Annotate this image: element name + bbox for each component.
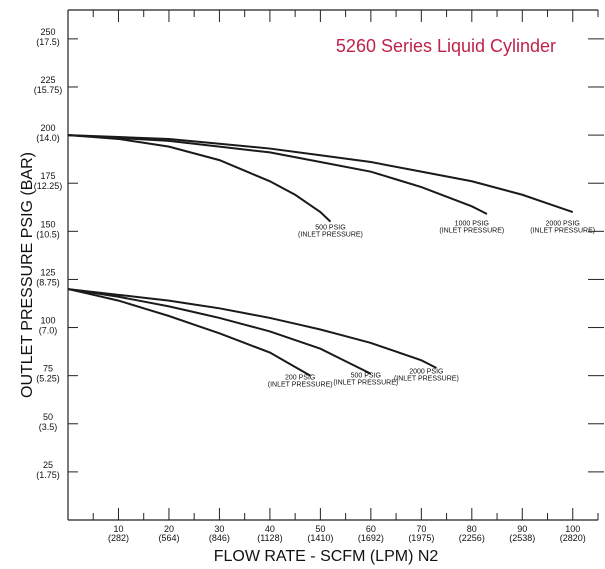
y-tick-label: 50 — [43, 412, 53, 422]
x-tick-sublabel: (1410) — [307, 533, 333, 543]
x-tick-sublabel: (846) — [209, 533, 230, 543]
x-tick-label: 20 — [164, 524, 174, 534]
y-tick-label: 100 — [40, 316, 55, 326]
y-tick-label: 175 — [40, 171, 55, 181]
x-tick-sublabel: (1692) — [358, 533, 384, 543]
x-tick-sublabel: (564) — [158, 533, 179, 543]
y-tick-sublabel: (14.0) — [36, 133, 60, 143]
x-tick-label: 30 — [214, 524, 224, 534]
series-sublabel-s120-200: (INLET PRESSURE) — [268, 382, 333, 389]
series-line-s120-200 — [67, 288, 311, 377]
y-tick-sublabel: (5.25) — [36, 374, 60, 384]
series-sublabel-s200-1000: (INLET PRESSURE) — [439, 228, 504, 235]
series-line-s120-2000 — [67, 288, 438, 369]
x-tick-label: 100 — [565, 524, 580, 534]
series-line-s200-1000 — [67, 134, 488, 215]
x-ticks: 10(282)20(564)30(846)40(1128)50(1410)60(… — [92, 10, 599, 543]
x-tick-sublabel: (2820) — [560, 533, 586, 543]
x-tick-sublabel: (2256) — [459, 533, 485, 543]
y-tick-label: 25 — [43, 460, 53, 470]
y-tick-sublabel: (8.75) — [36, 277, 60, 287]
x-tick-label: 90 — [517, 524, 527, 534]
x-tick-sublabel: (1975) — [408, 533, 434, 543]
y-tick-sublabel: (1.75) — [36, 470, 60, 480]
series-sublabel-s120-500: (INLET PRESSURE) — [333, 380, 398, 387]
x-tick-label: 40 — [265, 524, 275, 534]
series-line-s200-500 — [67, 134, 332, 223]
plot-frame — [67, 9, 598, 521]
series-sublabel-s200-2000: (INLET PRESSURE) — [530, 228, 595, 235]
series-group — [67, 134, 574, 377]
series-label-s120-2000: 2000 PSIG — [409, 369, 443, 376]
y-tick-sublabel: (7.0) — [39, 326, 58, 336]
series-label-s200-2000: 2000 PSIG — [546, 221, 580, 228]
y-tick-label: 75 — [43, 364, 53, 374]
series-line-s120-500 — [67, 288, 372, 375]
y-tick-label: 225 — [40, 75, 55, 85]
series-label-s200-500: 500 PSIG — [315, 224, 345, 231]
x-tick-label: 70 — [416, 524, 426, 534]
x-tick-sublabel: (1128) — [257, 533, 282, 543]
y-tick-label: 125 — [40, 267, 55, 277]
y-axis-title: OUTLET PRESSURE PSIG (BAR) — [19, 152, 36, 398]
x-tick-label: 80 — [467, 524, 477, 534]
y-tick-sublabel: (15.75) — [34, 85, 63, 95]
x-tick-label: 60 — [366, 524, 376, 534]
y-tick-sublabel: (17.5) — [36, 37, 60, 47]
y-tick-label: 200 — [40, 123, 55, 133]
series-label-s120-500: 500 PSIG — [351, 373, 381, 380]
series-line-s200-2000 — [67, 134, 574, 214]
y-tick-sublabel: (10.5) — [36, 229, 60, 239]
series-sublabel-s120-2000: (INLET PRESSURE) — [394, 376, 459, 383]
y-tick-sublabel: (3.5) — [39, 422, 58, 432]
x-axis-title: FLOW RATE - SCFM (LPM) N2 — [214, 548, 439, 565]
y-tick-label: 150 — [40, 219, 55, 229]
chart-title: 5260 Series Liquid Cylinder — [336, 36, 556, 56]
y-ticks: 25(1.75) 50(3.5) 75(5.25) 100(7.0) 125(8.75)… — [34, 27, 604, 480]
y-tick-sublabel: (12.25) — [34, 181, 63, 191]
x-tick-sublabel: (282) — [108, 533, 129, 543]
x-tick-label: 50 — [315, 524, 325, 534]
x-tick-sublabel: (2538) — [509, 533, 535, 543]
series-label-s120-200: 200 PSIG — [285, 375, 315, 382]
annotation-group: 500 PSIG(INLET PRESSURE)1000 PSIG(INLET … — [268, 221, 595, 389]
x-tick-label: 10 — [113, 524, 123, 534]
series-label-s200-1000: 1000 PSIG — [455, 221, 489, 228]
series-sublabel-s200-500: (INLET PRESSURE) — [298, 231, 363, 238]
y-tick-label: 250 — [40, 27, 55, 37]
